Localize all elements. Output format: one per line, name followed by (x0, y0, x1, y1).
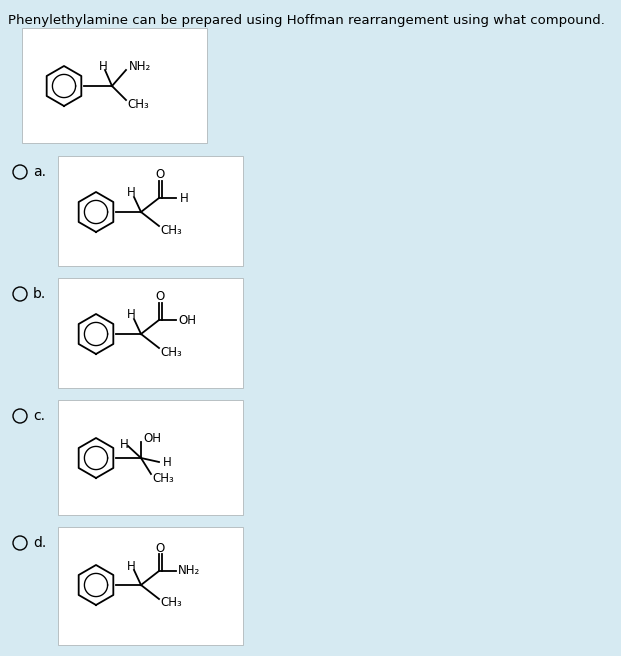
Bar (22, 28, 207, 143)
Bar (58, 278, 243, 388)
Text: CH₃: CH₃ (160, 224, 182, 237)
Text: NH₂: NH₂ (129, 60, 152, 73)
Text: c.: c. (33, 409, 45, 423)
Text: H: H (99, 60, 107, 73)
Bar (58, 156, 243, 266)
Text: OH: OH (178, 314, 196, 327)
Text: O: O (155, 169, 165, 182)
Text: O: O (155, 541, 165, 554)
Text: d.: d. (33, 536, 46, 550)
Text: OH: OH (143, 432, 161, 445)
Text: b.: b. (33, 287, 46, 301)
Text: CH₃: CH₃ (160, 596, 182, 609)
Text: O: O (155, 291, 165, 304)
Text: Phenylethylamine can be prepared using Hoffman rearrangement using what compound: Phenylethylamine can be prepared using H… (8, 14, 605, 27)
Text: H: H (120, 438, 129, 451)
Text: H: H (163, 455, 172, 468)
Text: H: H (180, 192, 189, 205)
Text: CH₃: CH₃ (152, 472, 174, 485)
Text: H: H (127, 560, 135, 573)
Bar (58, 400, 243, 515)
Text: CH₃: CH₃ (127, 98, 149, 110)
Text: H: H (127, 308, 135, 321)
Text: a.: a. (33, 165, 46, 179)
Text: NH₂: NH₂ (178, 565, 200, 577)
Text: CH₃: CH₃ (160, 346, 182, 358)
Bar (58, 527, 243, 645)
Text: H: H (127, 186, 135, 199)
